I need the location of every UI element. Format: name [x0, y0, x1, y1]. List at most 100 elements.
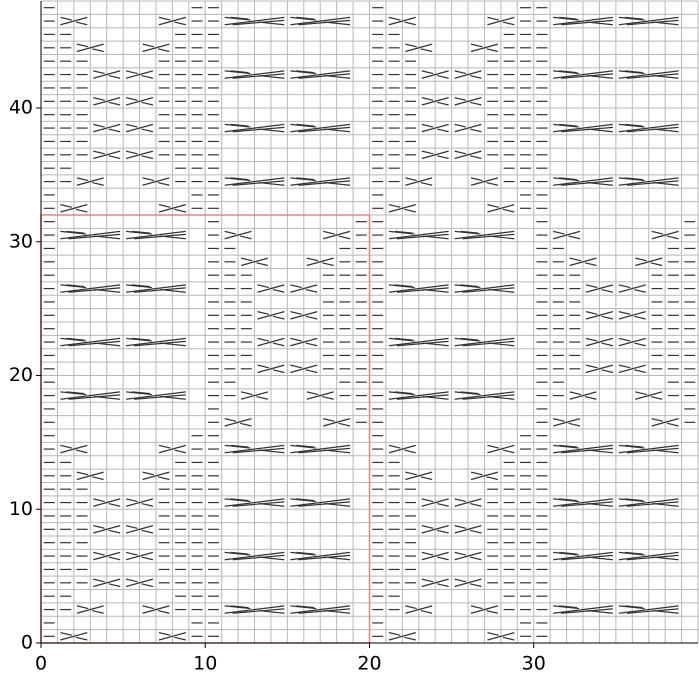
cable-cross	[405, 605, 417, 610]
cable-cross	[618, 177, 679, 186]
cable-cross	[487, 444, 500, 449]
cable-cross	[158, 632, 186, 641]
cable-cross	[502, 636, 515, 641]
cable-cross	[258, 556, 285, 561]
cable-cross	[94, 395, 121, 400]
cable-cross	[624, 177, 643, 181]
cable-cross	[159, 235, 186, 240]
cable-cross	[487, 632, 515, 641]
cable-cross	[256, 395, 269, 400]
cable-cross	[306, 257, 319, 262]
cable-cross	[224, 230, 252, 240]
cable-cross	[60, 632, 72, 636]
cable-cross	[323, 230, 351, 240]
cable-cross	[224, 16, 251, 21]
cable-cross	[305, 315, 318, 320]
cable-cross	[75, 21, 88, 26]
cable-cross	[405, 471, 433, 481]
cable-cross	[290, 16, 317, 21]
cable-cross	[437, 502, 449, 507]
cable-cross	[634, 342, 646, 347]
cable-cross	[553, 498, 580, 503]
cable-cross	[60, 204, 72, 208]
cable-cross	[586, 502, 613, 507]
cable-cross	[224, 123, 285, 133]
cable-cross	[553, 16, 613, 26]
cable-cross	[454, 284, 481, 289]
cable-cross	[420, 476, 433, 481]
cable-cross	[553, 70, 613, 79]
cable-cross	[93, 70, 121, 79]
cable-cross	[92, 181, 104, 186]
cable-cross	[553, 230, 581, 240]
cable-cross	[126, 391, 153, 396]
cable-cross	[405, 471, 417, 476]
cable-cross	[585, 311, 598, 315]
cable-cross	[126, 337, 186, 347]
cable-cross	[470, 471, 499, 481]
cable-cross	[470, 471, 483, 476]
cable-cross	[290, 605, 351, 614]
cable-cross	[108, 74, 121, 79]
cable-cross	[224, 16, 285, 26]
cable-cross	[454, 551, 482, 561]
cable-cross	[667, 422, 679, 427]
cable-cross	[470, 605, 483, 610]
cable-cross	[586, 449, 613, 454]
cable-cross	[305, 288, 318, 293]
cable-cross	[584, 395, 597, 400]
x-tick-label: 10	[193, 653, 217, 675]
cable-cross	[224, 498, 251, 503]
cable-cross	[224, 123, 251, 128]
cable-cross	[388, 337, 415, 342]
cable-cross	[126, 230, 153, 235]
cable-cross	[569, 391, 582, 396]
cable-cross	[257, 364, 285, 374]
cable-cross	[75, 636, 88, 641]
cable-cross	[454, 551, 467, 556]
cable-cross	[93, 498, 121, 507]
cable-cross	[290, 70, 351, 79]
cable-cross	[290, 605, 317, 610]
cable-cross	[93, 97, 105, 101]
cable-cross	[469, 556, 482, 561]
cable-cross	[224, 70, 285, 79]
cable-cross	[388, 16, 416, 26]
cable-cross	[553, 123, 580, 128]
cable-cross	[338, 235, 351, 240]
cable-cross	[306, 391, 319, 396]
cable-cross	[486, 181, 499, 186]
cable-cross	[405, 43, 417, 48]
cable-cross	[290, 177, 351, 186]
cable-cross	[470, 43, 483, 48]
cable-cross	[306, 391, 334, 400]
cable-cross	[437, 74, 449, 79]
cable-cross	[618, 444, 645, 449]
cable-cross	[469, 529, 482, 534]
cable-cross	[634, 369, 646, 374]
cable-cross	[240, 257, 269, 267]
cable-cross	[667, 235, 679, 240]
cable-cross	[454, 123, 467, 128]
cable-cross	[60, 284, 87, 289]
cable-cross	[624, 123, 643, 127]
y-tick-label: 40	[9, 97, 33, 119]
cable-cross	[460, 391, 479, 395]
cable-cross	[174, 449, 186, 454]
cable-cross	[624, 444, 643, 448]
cable-cross	[174, 636, 186, 641]
cable-cross	[422, 235, 449, 240]
cable-cross	[421, 150, 434, 155]
cable-cross	[454, 337, 515, 347]
cable-cross	[437, 583, 449, 588]
cable-cross	[586, 609, 613, 614]
cable-cross	[224, 230, 237, 235]
cable-cross	[296, 605, 315, 609]
cable-cross	[421, 123, 449, 133]
cable-cross	[618, 498, 645, 503]
cable-cross	[125, 97, 154, 106]
cable-cross	[618, 311, 646, 320]
cable-cross	[290, 284, 318, 293]
cable-cross	[559, 498, 578, 502]
